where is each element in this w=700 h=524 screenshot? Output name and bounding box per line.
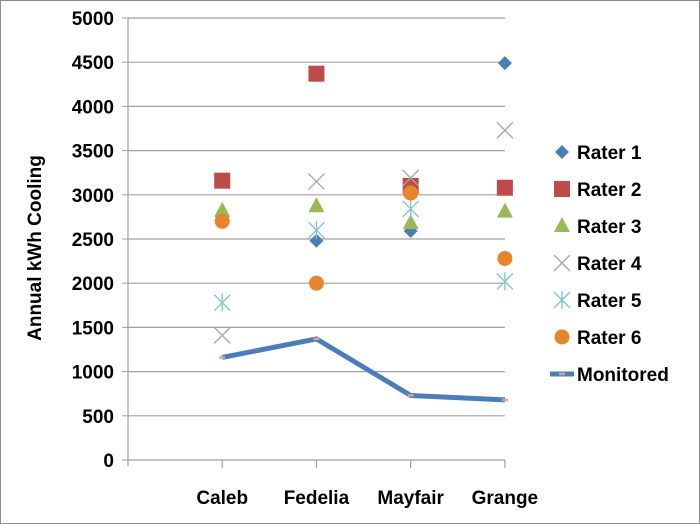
x-tick-label: Mayfair	[377, 488, 444, 509]
data-point	[214, 172, 231, 189]
data-point	[496, 121, 514, 139]
legend-item: Rater 3	[554, 217, 641, 238]
data-point	[496, 202, 513, 218]
legend-label: Rater 1	[577, 143, 642, 164]
data-point	[402, 169, 420, 187]
y-tick-label: 2000	[72, 274, 114, 295]
legend-label: Rater 3	[577, 217, 641, 238]
data-point	[496, 179, 513, 196]
y-tick-label: 3500	[72, 142, 114, 163]
series-rater-6	[214, 185, 513, 291]
legend-label: Rater 4	[577, 254, 642, 275]
legend-x-icon	[553, 254, 571, 272]
series-rater-3	[214, 197, 513, 230]
legend-star-icon	[553, 291, 571, 309]
y-tick-label: 4500	[72, 53, 114, 74]
legend-circle-icon	[554, 329, 570, 345]
series-monitored	[219, 336, 508, 403]
data-point	[213, 326, 231, 344]
data-point	[214, 213, 230, 229]
legend-item: Rater 5	[553, 291, 642, 312]
y-axis-title: Annual kWh Cooling	[25, 155, 46, 341]
data-point	[403, 185, 419, 201]
legend-item: Rater 4	[553, 254, 642, 275]
y-tick-label: 3000	[72, 186, 114, 207]
y-tick-label: 5000	[72, 9, 114, 30]
x-tick-label: Caleb	[196, 488, 248, 509]
legend-label: Rater 5	[577, 291, 642, 312]
y-tick-label: 1000	[72, 363, 114, 384]
y-tick-labels: 0 500 1000 1500 2000 2500 3000 3500 4000 4500 5000	[72, 9, 114, 472]
x-tick-label: Fedelia	[284, 488, 350, 509]
data-point	[309, 233, 324, 248]
legend-triangle-icon	[554, 217, 570, 232]
data-point	[402, 199, 420, 218]
x-tick-labels: Caleb Fedelia Mayfair Grange	[196, 488, 538, 509]
y-tick-label: 1500	[72, 318, 114, 339]
monitored-line	[221, 336, 506, 403]
legend-square-icon	[554, 181, 570, 197]
legend-label: Rater 6	[577, 328, 641, 349]
data-point	[308, 275, 324, 291]
legend-label: Rater 2	[577, 180, 641, 201]
legend: Rater 1 Rater 2 Rater 3 Rater 4 Rater 5 Rater…	[550, 143, 669, 386]
series-rater-1	[215, 56, 512, 248]
y-tick-label: 500	[82, 407, 114, 428]
data-point	[213, 293, 231, 312]
legend-label: Monitored	[577, 365, 669, 386]
axes	[122, 17, 506, 468]
legend-diamond-icon	[555, 145, 569, 159]
y-tick-label: 4000	[72, 97, 114, 118]
series-rater-5	[213, 199, 514, 312]
data-point	[308, 65, 325, 82]
data-point	[402, 214, 419, 230]
x-tick-label: Grange	[472, 488, 539, 509]
data-point	[496, 272, 514, 291]
legend-item: Monitored	[550, 365, 669, 386]
data-point	[307, 221, 325, 240]
series-layer	[213, 56, 514, 403]
y-tick-label: 0	[103, 451, 114, 472]
data-point	[497, 56, 512, 71]
legend-item: Rater 6	[554, 328, 641, 349]
data-point	[308, 197, 325, 213]
legend-item: Rater 2	[554, 180, 641, 201]
data-point	[307, 173, 325, 190]
data-point	[497, 250, 513, 266]
legend-item: Rater 1	[555, 143, 642, 164]
data-point	[214, 201, 231, 217]
series-rater-2	[214, 65, 513, 196]
series-rater-4	[213, 121, 514, 344]
y-tick-label: 2500	[72, 230, 114, 251]
gridlines	[128, 17, 505, 417]
